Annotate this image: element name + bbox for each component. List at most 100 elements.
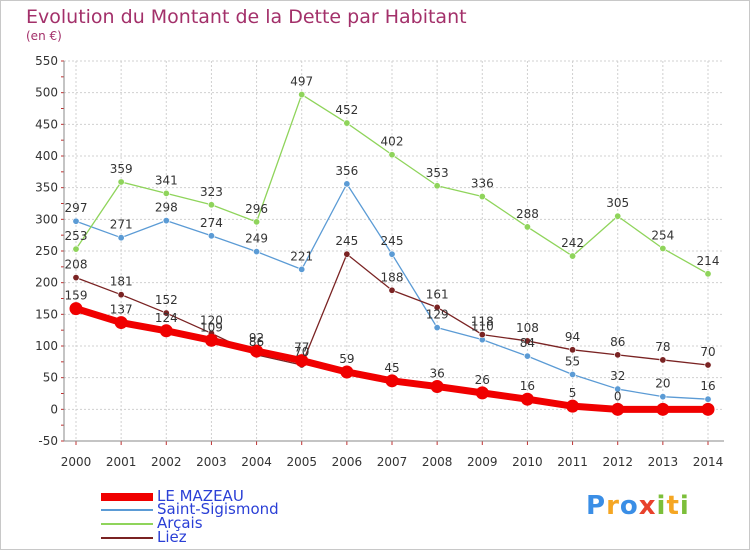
legend-label: Saint-Sigismond [157,500,279,518]
x-tick-label: 2014 [693,455,724,469]
data-point-ar-ais [659,244,667,252]
y-tick-label: 0 [50,402,58,416]
data-label: 0 [614,389,622,403]
y-tick-label: 500 [35,86,58,100]
data-point-ar-ais [614,212,622,220]
data-label: 245 [381,234,404,248]
data-point-ar-ais [253,218,261,226]
data-label: 323 [200,185,223,199]
x-tick-label: 2007 [377,455,408,469]
data-label: 77 [294,341,309,355]
data-point-saint-sigismond [72,217,80,225]
y-tick-label: 450 [35,117,58,131]
y-tick-label: 400 [35,149,58,163]
data-label: 221 [290,249,313,263]
data-label: 137 [110,303,133,317]
data-point-ar-ais [117,178,125,186]
data-label: 36 [430,367,445,381]
data-label: 274 [200,216,223,230]
data-label: 359 [110,162,133,176]
data-label: 70 [294,345,309,359]
x-tick-label: 2010 [512,455,543,469]
data-point-le-mazeau [701,402,715,416]
data-label: 161 [426,287,449,301]
y-tick-label: 200 [35,276,58,290]
legend-item: Arçais [101,514,361,532]
data-point-ar-ais [72,245,80,253]
data-label: 16 [700,379,715,393]
x-tick-label: 2000 [61,455,92,469]
data-label: 5 [569,386,577,400]
data-point-le-mazeau [520,392,534,406]
data-point-saint-sigismond [253,248,261,256]
data-point-le-mazeau [430,380,444,394]
x-tick-label: 2003 [196,455,227,469]
data-label: 296 [245,202,268,216]
x-tick-label: 2008 [422,455,453,469]
data-label: 356 [335,164,358,178]
data-point-le-mazeau [69,302,83,316]
data-label: 78 [655,340,670,354]
data-point-saint-sigismond [162,217,170,225]
data-label: 341 [155,173,178,187]
data-point-saint-sigismond [388,250,396,258]
y-tick-label: 150 [35,307,58,321]
data-point-ar-ais [298,91,306,99]
data-point-saint-sigismond [117,234,125,242]
data-point-liez [614,351,622,359]
data-label: 86 [249,335,264,349]
legend-swatch [101,537,153,539]
data-label: 497 [290,75,313,89]
data-label: 249 [245,232,268,246]
data-point-liez [478,331,486,339]
data-point-le-mazeau [114,316,128,330]
legend-swatch [101,509,153,511]
data-label: 188 [381,270,404,284]
data-label: 26 [475,373,490,387]
proxiti-logo: Proxiti [586,491,690,521]
data-label: 109 [200,320,223,334]
data-point-ar-ais [343,119,351,127]
data-point-saint-sigismond [523,352,531,360]
data-point-ar-ais [433,182,441,190]
data-label: 298 [155,201,178,215]
data-label: 120 [200,313,223,327]
data-label: 70 [700,345,715,359]
legend-swatch [101,493,153,501]
data-label: 108 [516,321,539,335]
data-label: 16 [520,379,535,393]
data-point-ar-ais [207,201,215,209]
x-tick-label: 2006 [332,455,363,469]
y-unit-label: (en €) [26,29,62,43]
data-point-ar-ais [523,223,531,231]
data-point-le-mazeau [566,399,580,413]
data-label: 242 [561,236,584,250]
legend-item: Saint-Sigismond [101,500,361,518]
data-label: 181 [110,275,133,289]
data-label: 353 [426,166,449,180]
data-point-le-mazeau [295,354,309,368]
data-point-liez [343,250,351,258]
legend-item: LE MAZEAU [101,487,361,505]
data-point-le-mazeau [340,365,354,379]
data-label: 159 [65,289,88,303]
data-point-saint-sigismond [614,385,622,393]
data-label: 271 [110,218,133,232]
data-label: 245 [335,234,358,248]
data-point-saint-sigismond [659,393,667,401]
x-tick-label: 2012 [602,455,633,469]
data-label: 336 [471,177,494,191]
data-label: 129 [426,308,449,322]
data-label: 214 [697,254,720,268]
x-tick-label: 2005 [286,455,317,469]
data-point-le-mazeau [204,333,218,347]
data-label: 92 [249,331,264,345]
x-tick-label: 2011 [557,455,588,469]
data-label: 55 [565,355,580,369]
data-point-liez [704,361,712,369]
legend-swatch [101,523,153,525]
data-label: 402 [381,135,404,149]
data-point-liez [72,274,80,282]
